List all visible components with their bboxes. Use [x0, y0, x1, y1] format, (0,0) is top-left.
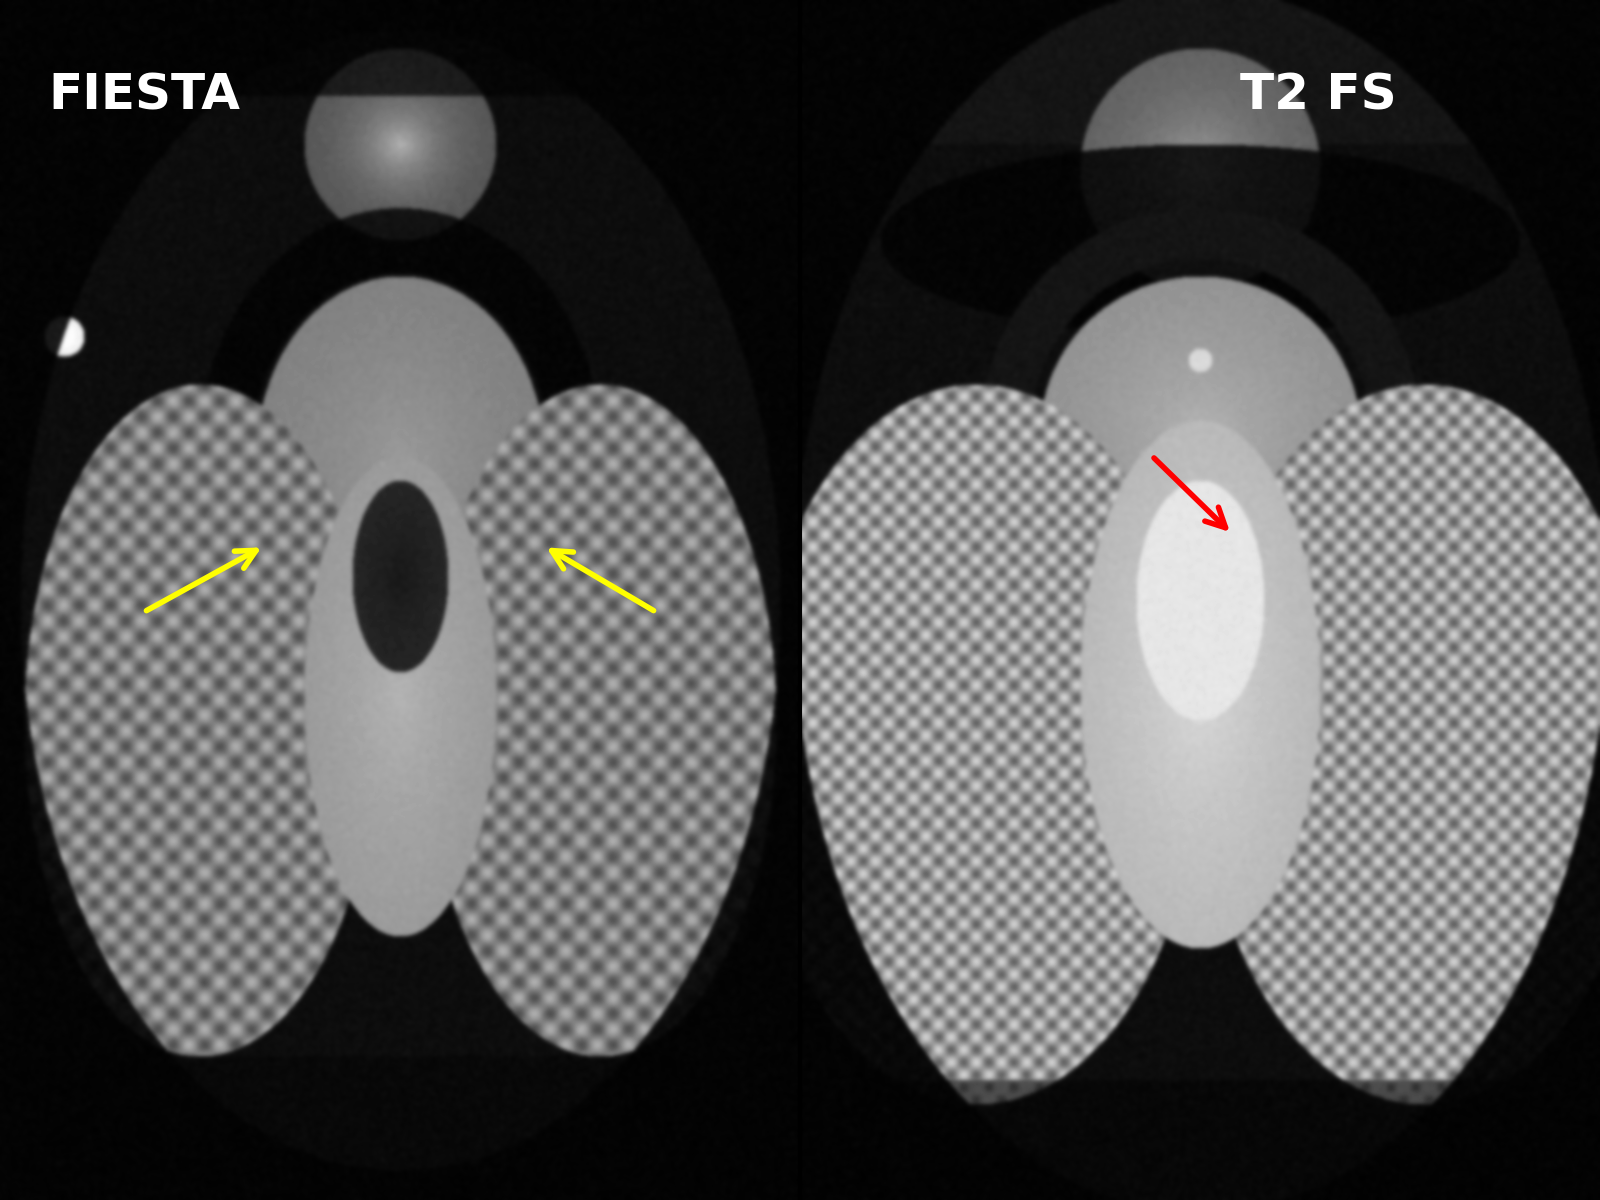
Text: FIESTA: FIESTA — [48, 72, 240, 120]
Text: T2 FS: T2 FS — [1240, 72, 1397, 120]
